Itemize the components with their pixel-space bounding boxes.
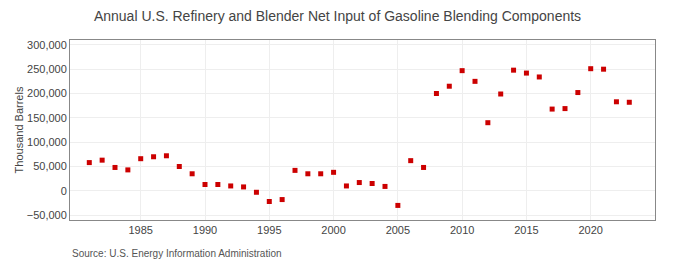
svg-text:300,000: 300,000: [27, 39, 67, 51]
svg-text:150,000: 150,000: [27, 112, 67, 124]
svg-text:2005: 2005: [386, 224, 410, 236]
svg-text:−50,000: −50,000: [27, 209, 67, 221]
svg-text:Thousand Barrels: Thousand Barrels: [13, 86, 25, 173]
svg-text:100,000: 100,000: [27, 136, 67, 148]
svg-text:1985: 1985: [128, 224, 152, 236]
svg-text:200,000: 200,000: [27, 87, 67, 99]
svg-text:250,000: 250,000: [27, 63, 67, 75]
svg-text:50,000: 50,000: [33, 160, 67, 172]
svg-text:0: 0: [61, 185, 67, 197]
svg-text:2015: 2015: [514, 224, 538, 236]
svg-text:1995: 1995: [257, 224, 281, 236]
svg-text:2020: 2020: [578, 224, 602, 236]
svg-text:1990: 1990: [193, 224, 217, 236]
svg-text:2000: 2000: [321, 224, 345, 236]
svg-text:Source: U.S. Energy Informatio: Source: U.S. Energy Information Administ…: [72, 248, 282, 259]
svg-text:2010: 2010: [450, 224, 474, 236]
svg-text:Annual U.S. Refinery and Blend: Annual U.S. Refinery and Blender Net Inp…: [94, 8, 581, 24]
